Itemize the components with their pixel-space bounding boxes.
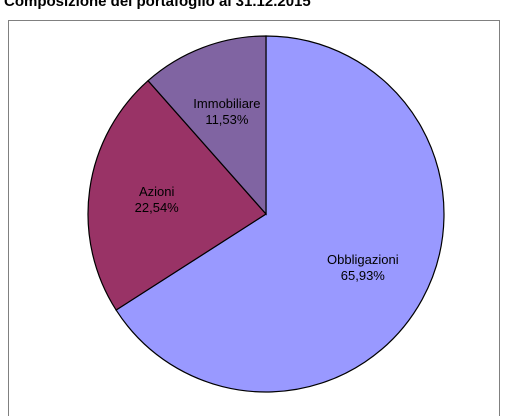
chart-title: Composizione del portafoglio al 31.12.20… — [4, 0, 311, 10]
pie-slice — [87, 79, 267, 311]
pie-slice — [147, 35, 267, 216]
slice-value-label: 65,93% — [341, 268, 386, 283]
pie-slice — [115, 35, 445, 393]
slice-label: Azioni — [139, 184, 175, 199]
slice-label: Immobiliare — [193, 96, 260, 111]
slice-value-label: 22,54% — [135, 200, 180, 215]
slice-value-label: 11,53% — [205, 112, 249, 127]
slice-label: Obbligazioni — [327, 252, 399, 267]
